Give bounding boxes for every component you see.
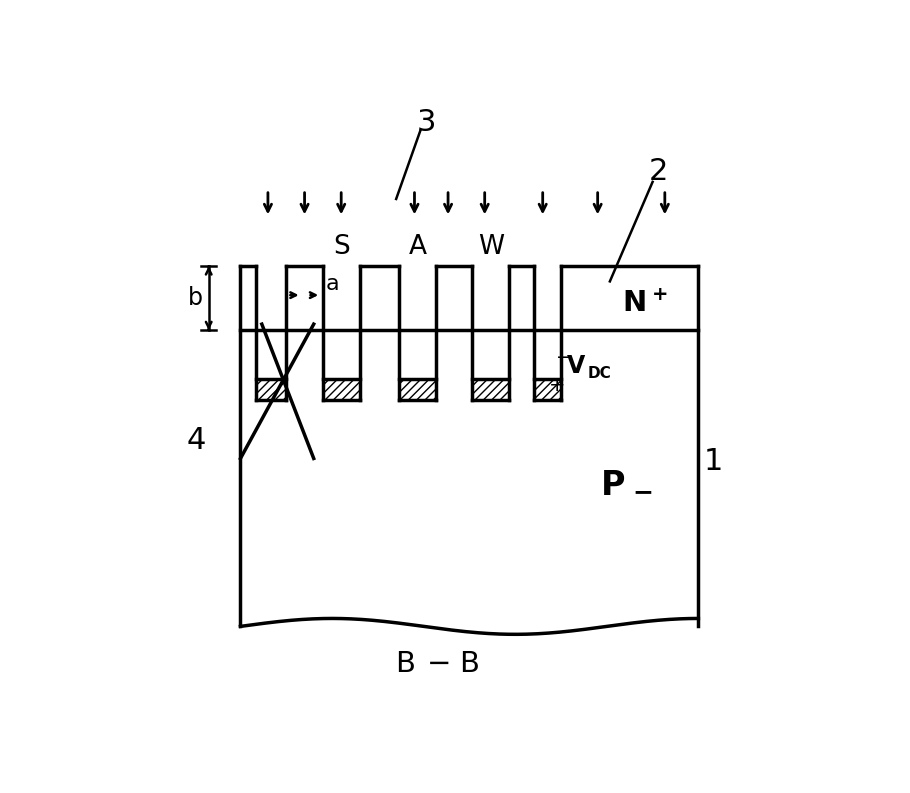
Text: 3: 3 (417, 108, 437, 137)
Text: b: b (187, 286, 203, 310)
Text: A: A (409, 234, 427, 259)
Text: 2: 2 (649, 157, 669, 186)
Text: 1: 1 (704, 447, 723, 476)
Text: +: + (549, 376, 565, 395)
Text: −: − (632, 480, 653, 504)
Text: B: B (460, 650, 480, 678)
Text: 4: 4 (187, 426, 207, 454)
Bar (323, 379, 359, 400)
Bar (256, 379, 287, 400)
Text: S: S (333, 234, 349, 259)
Bar (472, 379, 509, 400)
Bar (399, 379, 436, 400)
Text: N: N (622, 289, 646, 316)
Text: P: P (601, 469, 625, 503)
Text: W: W (478, 234, 504, 259)
Text: +: + (652, 285, 668, 304)
Text: V: V (567, 354, 585, 378)
Text: a: a (326, 274, 339, 294)
Text: −: − (556, 348, 572, 367)
Bar (533, 379, 561, 400)
Text: B: B (395, 650, 415, 678)
Text: DC: DC (587, 366, 611, 381)
Text: −: − (427, 650, 451, 678)
